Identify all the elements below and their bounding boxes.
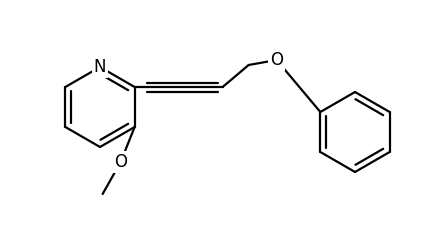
Text: O: O [114,153,127,171]
Text: O: O [270,51,283,69]
Text: N: N [94,58,106,76]
